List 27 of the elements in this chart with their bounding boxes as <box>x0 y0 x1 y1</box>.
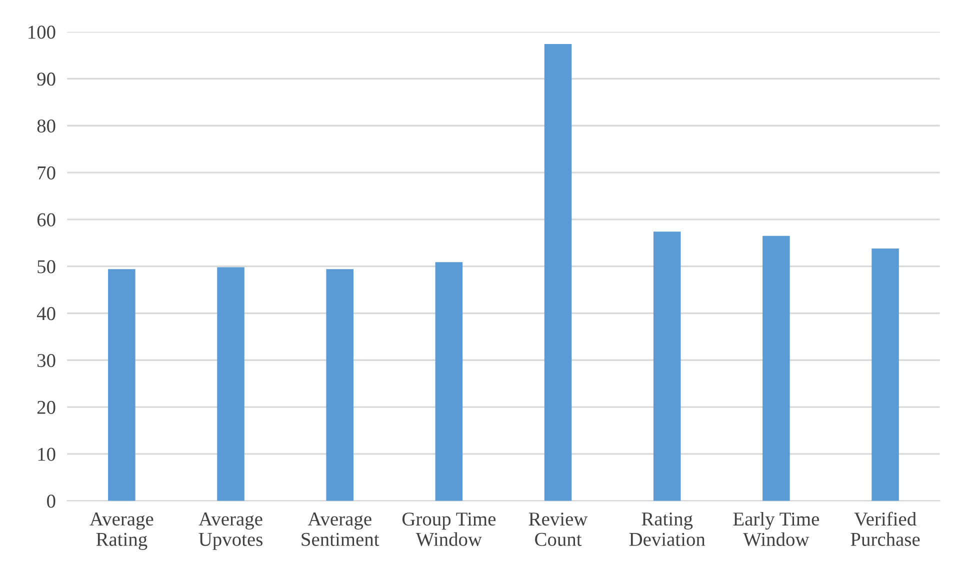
bar <box>217 267 244 501</box>
bar <box>435 262 463 501</box>
x-tick-label: Review Count <box>528 512 588 546</box>
x-tick-label: Rating Deviation <box>629 512 706 546</box>
y-tick-label: 90 <box>37 72 56 86</box>
x-tick-label: Early Time Window <box>733 512 820 546</box>
y-tick-label: 70 <box>38 166 56 180</box>
x-tick-label: Group Time Window <box>402 512 496 546</box>
x-tick-label: Average Upvotes <box>198 512 262 550</box>
y-tick-label: 10 <box>38 448 56 461</box>
y-tick-label: 0 <box>47 494 56 508</box>
y-tick-label: 60 <box>37 213 56 226</box>
bar <box>872 248 899 501</box>
y-tick-label: 100 <box>28 26 56 39</box>
y-tick-label: 80 <box>37 119 56 133</box>
y-tick-label: 40 <box>36 307 56 320</box>
bar <box>326 269 354 501</box>
x-tick-label: Verified Purchase <box>850 512 920 546</box>
y-tick-label: 20 <box>37 400 56 414</box>
bar <box>762 236 790 501</box>
y-tick-label: 30 <box>38 354 56 368</box>
bar <box>544 44 572 501</box>
y-tick-label: 50 <box>38 260 56 274</box>
x-tick-label: Average Sentiment <box>302 512 380 546</box>
x-tick-label: Average Rating <box>90 512 154 550</box>
bar <box>653 232 681 501</box>
bar <box>108 269 136 501</box>
